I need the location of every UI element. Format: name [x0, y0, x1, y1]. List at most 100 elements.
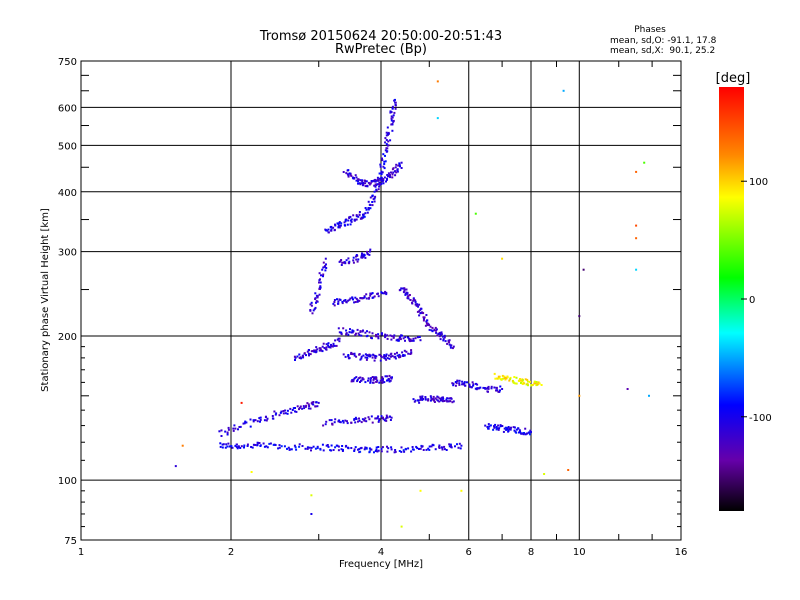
data-point	[355, 218, 358, 221]
data-point	[471, 381, 474, 384]
data-point	[263, 445, 266, 448]
data-point	[475, 382, 477, 385]
data-point	[501, 388, 504, 390]
data-point	[347, 447, 350, 450]
data-point	[399, 336, 402, 338]
data-point	[442, 339, 445, 342]
data-point	[414, 301, 417, 303]
data-point	[363, 296, 366, 299]
data-point	[233, 424, 236, 427]
data-point	[378, 418, 381, 421]
data-point	[578, 394, 581, 397]
data-point	[333, 421, 336, 424]
data-point	[312, 350, 315, 352]
data-point	[446, 400, 449, 403]
data-point	[307, 407, 310, 410]
data-point	[246, 445, 249, 447]
data-point	[347, 333, 350, 336]
data-point	[387, 175, 389, 178]
data-point	[338, 331, 341, 334]
data-point	[362, 182, 365, 184]
data-point	[382, 416, 384, 419]
data-point	[365, 293, 368, 296]
y-tick-label: 200	[58, 332, 77, 343]
data-point	[321, 350, 324, 353]
data-point	[319, 448, 322, 451]
data-point	[518, 429, 521, 432]
x-tick-label: 2	[228, 547, 234, 558]
data-point	[399, 288, 402, 291]
data-point	[358, 211, 361, 213]
data-point	[477, 387, 480, 390]
data-point	[384, 160, 387, 163]
data-point	[533, 382, 536, 385]
data-point	[302, 405, 305, 408]
data-point	[447, 340, 450, 343]
data-point	[333, 304, 336, 307]
data-point	[259, 416, 262, 419]
data-point	[534, 382, 537, 385]
data-point	[567, 469, 570, 471]
data-point	[218, 430, 221, 433]
data-point	[419, 339, 422, 342]
data-point	[357, 448, 359, 451]
data-point	[390, 119, 393, 122]
data-point	[338, 221, 341, 224]
data-point	[294, 359, 296, 361]
data-point	[461, 383, 464, 386]
data-point	[344, 419, 347, 422]
data-point	[474, 212, 477, 215]
data-point	[345, 332, 348, 335]
data-point	[361, 252, 363, 255]
data-point	[226, 445, 229, 448]
data-point	[487, 387, 490, 390]
data-point	[319, 281, 322, 284]
data-point	[375, 446, 378, 449]
data-point	[430, 445, 433, 448]
data-point	[374, 354, 377, 357]
data-point	[226, 433, 229, 436]
data-point	[344, 299, 347, 301]
data-point	[298, 408, 300, 411]
data-point	[374, 450, 377, 452]
data-point	[370, 293, 373, 295]
data-point	[293, 355, 296, 358]
data-point	[531, 384, 534, 386]
data-point	[366, 330, 368, 333]
data-point	[322, 273, 325, 276]
data-point	[324, 269, 327, 272]
data-point	[364, 256, 367, 259]
data-points	[174, 80, 650, 528]
data-point	[445, 449, 448, 451]
data-point	[391, 129, 394, 132]
data-point	[450, 446, 453, 449]
data-point	[351, 329, 354, 332]
data-point	[410, 351, 413, 354]
data-point	[386, 334, 389, 337]
data-point	[232, 429, 235, 432]
data-point	[361, 180, 364, 183]
data-point	[419, 447, 422, 450]
data-point	[359, 358, 362, 361]
data-point	[243, 422, 246, 425]
data-point	[368, 450, 371, 453]
data-point	[341, 450, 344, 452]
data-point	[495, 389, 497, 392]
data-point	[344, 445, 347, 448]
data-point	[298, 443, 301, 446]
data-point	[388, 374, 391, 377]
data-point	[335, 344, 338, 347]
data-point	[396, 354, 399, 357]
data-point	[315, 350, 318, 353]
data-point	[408, 294, 411, 296]
data-point	[356, 380, 359, 383]
data-point	[338, 337, 341, 340]
data-point	[525, 432, 528, 435]
data-point	[419, 308, 422, 311]
data-point	[429, 325, 432, 328]
data-point	[371, 332, 374, 335]
data-point	[431, 398, 434, 401]
data-point	[509, 378, 512, 381]
data-point	[318, 288, 321, 290]
data-point	[393, 111, 396, 114]
